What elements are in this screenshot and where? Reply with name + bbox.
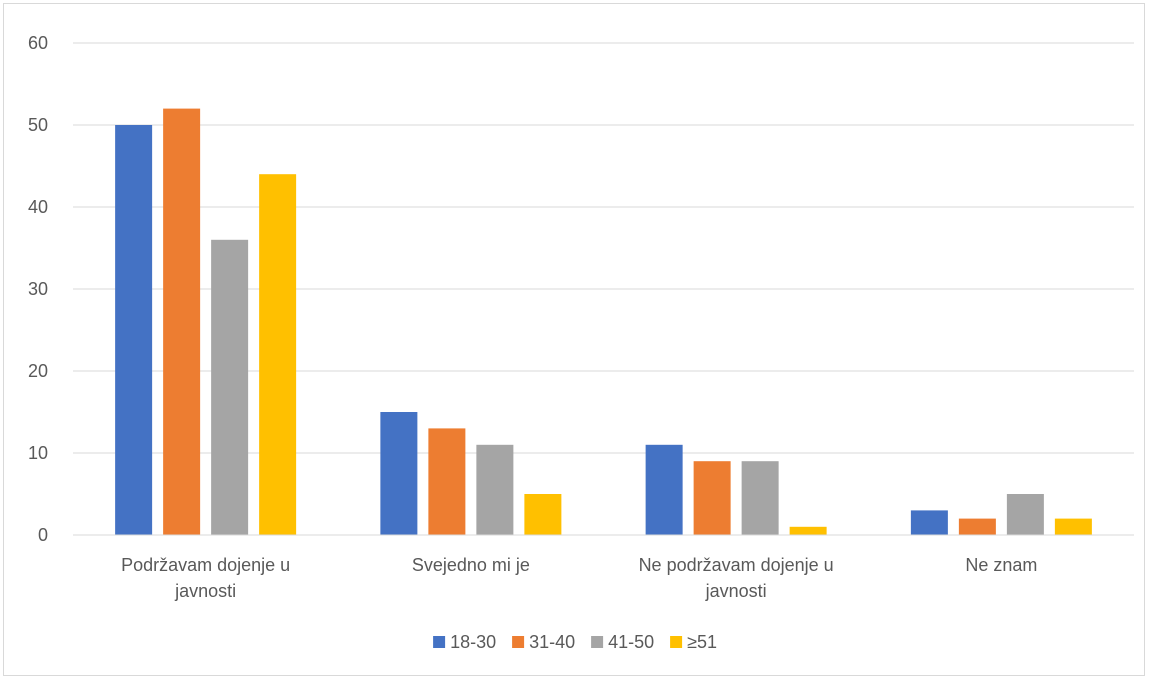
bar [1006, 494, 1044, 535]
bar [259, 174, 297, 535]
legend-label: ≥51 [687, 632, 717, 652]
y-tick-label: 50 [28, 115, 48, 135]
gridlines [73, 42, 1134, 454]
category-labels: Podržavam dojenje u javnosti Svejedno mi j… [121, 555, 1037, 601]
y-axis-ticks: 0 10 20 30 40 50 60 [28, 33, 48, 545]
category-label: Svejedno mi je [412, 555, 530, 575]
bar [211, 239, 249, 536]
bar [693, 461, 731, 535]
legend-swatch [591, 636, 604, 648]
y-tick-label: 20 [28, 361, 48, 381]
bar [741, 461, 779, 535]
bar [524, 494, 562, 535]
y-tick-label: 60 [28, 33, 48, 53]
category-label-line: Svejedno mi je [412, 555, 530, 575]
legend: 18-30 31-40 41-50 ≥51 [433, 632, 717, 652]
bar [115, 125, 153, 535]
legend-swatch [512, 636, 525, 648]
category-label: Ne podržavam dojenje u javnosti [639, 555, 834, 601]
legend-label: 31-40 [529, 632, 575, 652]
category-label-line: javnosti [705, 581, 767, 601]
legend-swatch [670, 636, 683, 648]
legend-swatch [433, 636, 446, 648]
legend-label: 41-50 [608, 632, 654, 652]
bar [428, 428, 466, 535]
category-label: Podržavam dojenje u javnosti [121, 555, 290, 601]
bar [1054, 518, 1092, 535]
bar [163, 108, 201, 535]
bar [476, 444, 514, 535]
y-tick-label: 40 [28, 197, 48, 217]
y-tick-label: 30 [28, 279, 48, 299]
y-tick-label: 0 [38, 525, 48, 545]
category-label-line: Ne podržavam dojenje u [639, 555, 834, 575]
category-label-line: javnosti [174, 581, 236, 601]
bars [115, 108, 1092, 536]
category-label: Ne znam [965, 555, 1037, 575]
category-label-line: Ne znam [965, 555, 1037, 575]
bar [645, 444, 683, 535]
bar [789, 526, 827, 535]
bar [958, 518, 996, 535]
y-tick-label: 10 [28, 443, 48, 463]
bar [910, 510, 948, 535]
legend-label: 18-30 [450, 632, 496, 652]
bar [380, 412, 418, 535]
category-label-line: Podržavam dojenje u [121, 555, 290, 575]
